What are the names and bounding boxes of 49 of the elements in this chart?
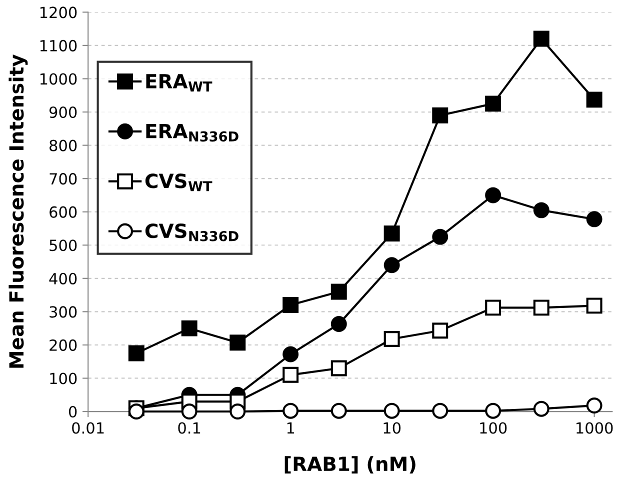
y-tick-label: 1200	[40, 6, 77, 18]
y-tick-label: 1100	[40, 40, 77, 52]
point	[432, 322, 448, 339]
y-tick-label: 600	[50, 206, 77, 218]
legend-label: CVS$_{N336D}$	[145, 223, 238, 242]
x-tick-label: 10	[384, 422, 401, 434]
y-tick-label: 300	[50, 306, 77, 318]
x-tick-label: 0.1	[178, 422, 200, 434]
point	[432, 402, 448, 419]
legend-label: ERA$_{WT}$	[146, 74, 212, 92]
point	[330, 316, 347, 332]
y-tick-label: 0	[68, 406, 77, 418]
point	[586, 211, 602, 228]
x-axis-title: [RAB1] (nM)	[284, 456, 416, 474]
y-tick-label: 700	[50, 173, 77, 185]
point	[586, 92, 602, 108]
y-tick-label: 900	[49, 106, 77, 118]
point	[128, 345, 144, 362]
point	[485, 187, 502, 204]
point	[230, 334, 246, 351]
point	[432, 228, 448, 245]
point	[586, 298, 602, 314]
y-axis-title: Mean Fluorescence Intensity	[8, 54, 28, 368]
point	[485, 96, 502, 112]
point	[384, 257, 400, 274]
point	[330, 284, 347, 300]
y-tick-label: 200	[50, 339, 77, 351]
point	[384, 402, 400, 419]
y-tick-label: 800	[50, 140, 77, 152]
point	[330, 402, 347, 419]
point	[384, 225, 400, 242]
point	[230, 404, 246, 420]
point	[432, 107, 448, 124]
point	[485, 300, 502, 316]
point	[384, 330, 400, 347]
point	[586, 398, 602, 414]
x-tick-label: 1000	[576, 422, 613, 434]
x-tick-label: 1	[287, 422, 294, 434]
point	[330, 360, 347, 376]
y-tick-label: 100	[50, 372, 77, 384]
point	[485, 402, 502, 419]
point	[128, 404, 144, 420]
x-tick-label: 100	[480, 422, 507, 434]
y-tick-label: 500	[50, 240, 77, 252]
x-tick-label: 0.01	[72, 422, 104, 434]
legend-label: CVS$_{WT}$	[145, 174, 212, 192]
legend-label: ERA$_{N336D}$	[146, 124, 238, 142]
y-tick-label: 400	[49, 272, 77, 284]
y-tick-label: 1000	[40, 73, 77, 85]
